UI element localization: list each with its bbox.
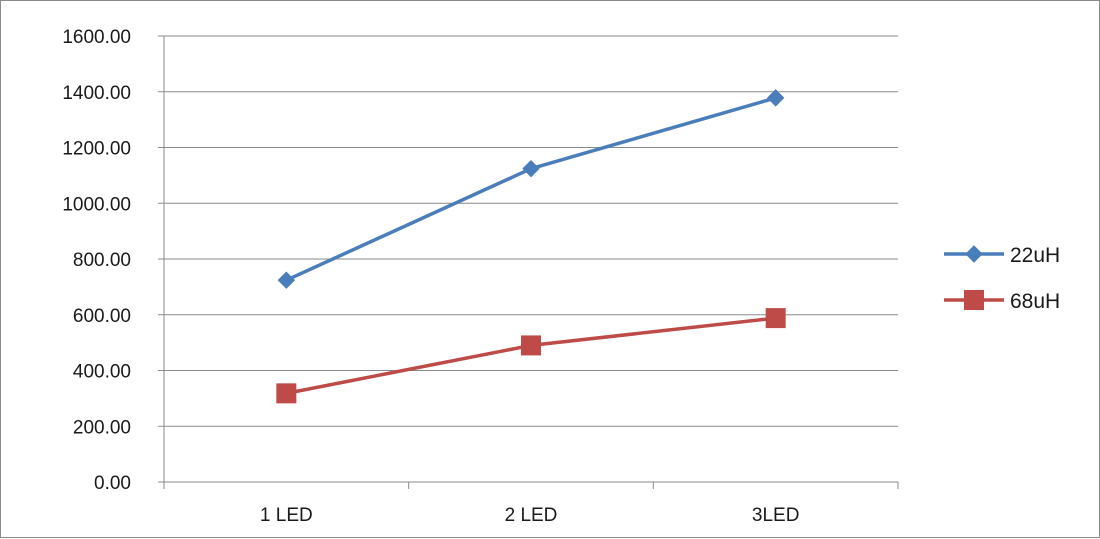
- data-point-68uH: [521, 335, 541, 356]
- x-tick-label: 1 LED: [260, 505, 313, 526]
- y-tick-label: 1600.00: [62, 27, 131, 48]
- axes: [158, 35, 899, 489]
- legend-marker-68uH: [964, 290, 984, 310]
- legend: 22uH 68uH: [944, 244, 1060, 313]
- x-axis-tick-labels: 1 LED 2 LED 3LED: [260, 505, 800, 526]
- data-point-22uH: [522, 159, 540, 178]
- x-tick-label: 3LED: [752, 505, 800, 526]
- y-tick-label: 0.00: [94, 473, 131, 494]
- y-tick-label: 800.00: [73, 250, 131, 271]
- legend-label: 22uH: [1010, 244, 1060, 267]
- legend-marker-22uH: [965, 245, 983, 263]
- data-point-22uH: [277, 271, 296, 289]
- y-tick-label: 1400.00: [62, 83, 131, 104]
- x-tick-label: 2 LED: [505, 505, 558, 526]
- y-tick-label: 1000.00: [62, 194, 131, 215]
- data-series: [276, 89, 786, 404]
- data-point-68uH: [765, 308, 786, 329]
- y-tick-label: 200.00: [73, 417, 131, 438]
- y-tick-label: 1200.00: [62, 139, 131, 160]
- y-tick-label: 400.00: [73, 362, 131, 383]
- gridlines: [164, 35, 898, 427]
- y-tick-label: 600.00: [73, 306, 131, 327]
- data-point-22uH: [766, 89, 785, 107]
- y-axis-tick-labels: 0.00 200.00 400.00 600.00 800.00 1000.00 1200.…: [62, 27, 131, 494]
- data-point-68uH: [276, 383, 297, 404]
- legend-label: 68uH: [1010, 290, 1060, 313]
- series-line-68uH: [285, 316, 776, 396]
- series-line-22uH: [285, 96, 777, 282]
